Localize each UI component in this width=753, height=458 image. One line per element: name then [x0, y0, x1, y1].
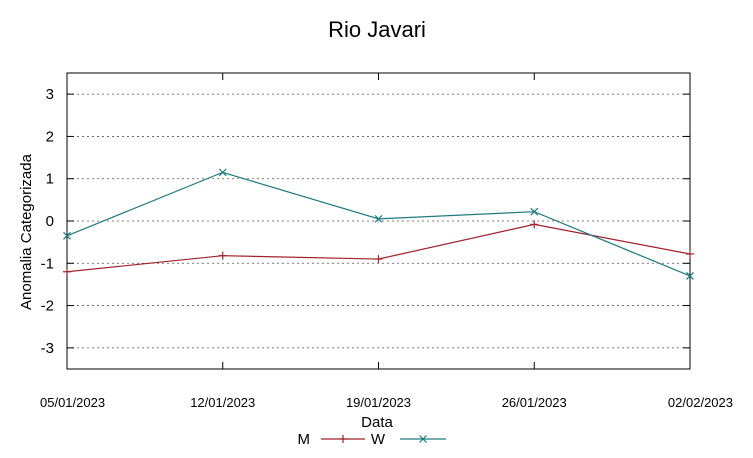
x-axis-label: Data [361, 414, 393, 431]
y-tick-label: 2 [46, 128, 54, 145]
x-axis: 05/01/2023 12/01/2023 19/01/2023 26/01/2023… [40, 73, 733, 410]
y-tick-label: -1 [41, 255, 54, 272]
series-group [63, 168, 694, 280]
y-axis-label: Anomalia Categorizada [18, 153, 35, 310]
series-W [63, 168, 694, 280]
x-tick-label: 12/01/2023 [190, 395, 255, 410]
y-tick-label: -3 [41, 340, 54, 357]
legend-label: W [371, 431, 386, 448]
x-tick-label: 02/02/2023 [668, 395, 733, 410]
y-tick-label: 1 [46, 171, 54, 188]
legend-label: M [298, 431, 311, 448]
cross-marker [686, 272, 694, 280]
y-tick-label: 0 [46, 213, 54, 230]
legend-item-M: M [298, 431, 365, 448]
cross-marker [374, 214, 383, 223]
cross-marker [218, 168, 227, 177]
x-tick-label: 26/01/2023 [502, 395, 567, 410]
cross-marker [530, 207, 539, 216]
x-tick-label: 05/01/2023 [40, 395, 105, 410]
x-tick-label: 19/01/2023 [346, 395, 411, 410]
cross-marker [63, 231, 71, 240]
legend-item-W: W [371, 431, 446, 448]
series-line-M [66, 223, 691, 273]
y-tick-label: -2 [41, 298, 54, 315]
chart-title: Rio Javari [328, 17, 426, 42]
cross-marker [419, 435, 427, 443]
series-M [63, 220, 694, 276]
y-tick-label: 3 [46, 86, 54, 103]
y-axis: -3 -2 -1 0 1 2 3 [41, 86, 690, 357]
gridlines [67, 93, 690, 349]
